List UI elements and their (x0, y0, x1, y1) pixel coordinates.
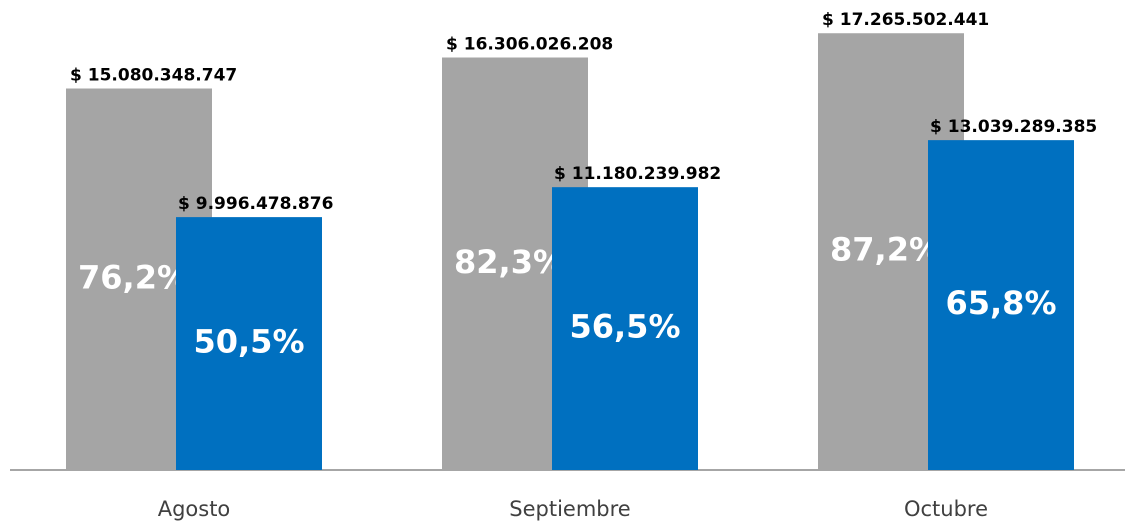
percent-label: 50,5% (193, 323, 304, 361)
percent-label: 82,3% (454, 243, 565, 281)
x-tick-label: Septiembre (509, 497, 630, 521)
value-label: $ 17.265.502.441 (822, 10, 989, 30)
bar (176, 217, 322, 470)
percent-label: 76,2% (78, 258, 189, 296)
x-tick-label: Octubre (904, 497, 988, 521)
bar (928, 140, 1074, 470)
bar (552, 187, 698, 470)
value-label: $ 16.306.026.208 (446, 35, 613, 55)
value-label: $ 11.180.239.982 (554, 164, 721, 184)
value-label: $ 15.080.348.747 (70, 66, 237, 86)
percent-label: 87,2% (830, 231, 941, 269)
percent-label: 56,5% (569, 308, 680, 346)
x-tick-label: Agosto (158, 497, 231, 521)
percent-label: 65,8% (945, 284, 1056, 322)
value-label: $ 13.039.289.385 (930, 117, 1097, 137)
value-label: $ 9.996.478.876 (178, 194, 333, 214)
